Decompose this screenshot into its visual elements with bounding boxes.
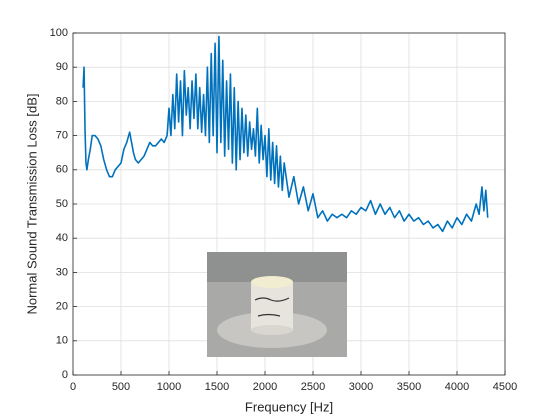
x-tick-label: 2000 — [253, 381, 277, 393]
y-tick-label: 60 — [56, 164, 68, 176]
y-tick-label: 50 — [56, 198, 68, 210]
y-tick-label: 70 — [56, 130, 68, 142]
x-tick-label: 2500 — [301, 381, 325, 393]
x-tick-label: 3500 — [397, 381, 421, 393]
photo-sample-top — [251, 276, 293, 288]
x-tick-label: 1000 — [157, 381, 181, 393]
photo-sample-base — [251, 325, 293, 335]
y-axis-label: Normal Sound Transmission Loss [dB] — [24, 93, 39, 314]
y-tick-label: 20 — [56, 301, 68, 313]
y-tick-label: 0 — [62, 369, 68, 381]
y-tick-label: 80 — [56, 95, 68, 107]
y-tick-label: 40 — [56, 232, 68, 244]
y-tick-label: 30 — [56, 266, 68, 278]
data-line — [82, 35, 489, 233]
x-tick-label: 4500 — [493, 381, 517, 393]
x-tick-label: 0 — [70, 381, 76, 393]
x-tick-label: 4000 — [445, 381, 469, 393]
photo-writing — [254, 297, 290, 317]
inset-photo — [207, 252, 347, 357]
y-tick-label: 100 — [50, 27, 68, 39]
x-axis-label: Frequency [Hz] — [245, 399, 333, 414]
x-tick-label: 500 — [112, 381, 130, 393]
y-tick-label: 10 — [56, 335, 68, 347]
x-tick-label: 3000 — [349, 381, 373, 393]
y-tick-label: 90 — [56, 61, 68, 73]
photo-sample — [251, 282, 293, 330]
x-tick-label: 1500 — [205, 381, 229, 393]
